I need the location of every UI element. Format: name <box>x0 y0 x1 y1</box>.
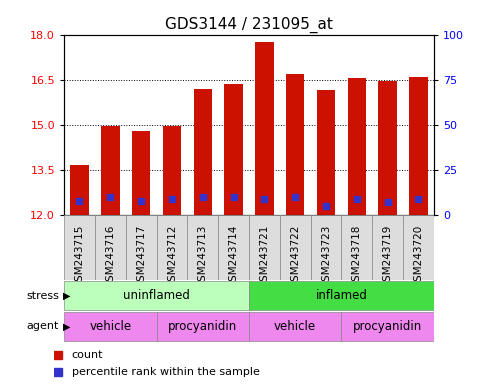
Bar <box>348 78 366 215</box>
FancyBboxPatch shape <box>157 215 187 280</box>
Bar <box>317 90 335 215</box>
FancyBboxPatch shape <box>249 215 280 280</box>
FancyBboxPatch shape <box>311 215 341 280</box>
FancyBboxPatch shape <box>64 312 157 341</box>
Text: agent: agent <box>27 321 59 331</box>
FancyBboxPatch shape <box>64 215 95 280</box>
Bar <box>286 74 305 215</box>
FancyBboxPatch shape <box>218 215 249 280</box>
Text: uninflamed: uninflamed <box>123 289 190 302</box>
FancyBboxPatch shape <box>64 281 249 310</box>
FancyBboxPatch shape <box>403 215 434 280</box>
Bar <box>224 84 243 215</box>
Text: inflamed: inflamed <box>316 289 367 302</box>
FancyBboxPatch shape <box>157 312 249 341</box>
Text: percentile rank within the sample: percentile rank within the sample <box>72 366 260 377</box>
FancyBboxPatch shape <box>187 215 218 280</box>
Text: count: count <box>72 350 103 360</box>
Text: GSM243717: GSM243717 <box>136 225 146 288</box>
FancyBboxPatch shape <box>372 215 403 280</box>
Text: GSM243720: GSM243720 <box>414 225 423 288</box>
Bar <box>132 131 150 215</box>
Text: GSM243715: GSM243715 <box>74 225 84 288</box>
Bar <box>163 126 181 215</box>
Text: GSM243722: GSM243722 <box>290 225 300 288</box>
Text: GSM243721: GSM243721 <box>259 225 269 288</box>
Text: GSM243719: GSM243719 <box>383 225 392 288</box>
Text: procyanidin: procyanidin <box>168 320 237 333</box>
Bar <box>255 42 274 215</box>
Text: ▶: ▶ <box>63 321 70 331</box>
Text: procyanidin: procyanidin <box>353 320 422 333</box>
FancyBboxPatch shape <box>126 215 157 280</box>
Text: GSM243714: GSM243714 <box>229 225 239 288</box>
Text: stress: stress <box>26 291 59 301</box>
FancyBboxPatch shape <box>341 215 372 280</box>
FancyBboxPatch shape <box>280 215 311 280</box>
Text: GSM243713: GSM243713 <box>198 225 208 288</box>
Bar <box>193 89 212 215</box>
Title: GDS3144 / 231095_at: GDS3144 / 231095_at <box>165 17 333 33</box>
FancyBboxPatch shape <box>249 281 434 310</box>
Text: GSM243712: GSM243712 <box>167 225 177 288</box>
Text: GSM243723: GSM243723 <box>321 225 331 288</box>
Text: vehicle: vehicle <box>274 320 316 333</box>
FancyBboxPatch shape <box>95 215 126 280</box>
Text: ▶: ▶ <box>63 291 70 301</box>
Bar <box>101 126 119 215</box>
FancyBboxPatch shape <box>249 312 341 341</box>
Bar <box>70 166 89 215</box>
Text: GSM243718: GSM243718 <box>352 225 362 288</box>
Text: GSM243716: GSM243716 <box>106 225 115 288</box>
Bar <box>378 81 397 215</box>
Bar <box>409 77 427 215</box>
Text: vehicle: vehicle <box>89 320 131 333</box>
FancyBboxPatch shape <box>341 312 434 341</box>
